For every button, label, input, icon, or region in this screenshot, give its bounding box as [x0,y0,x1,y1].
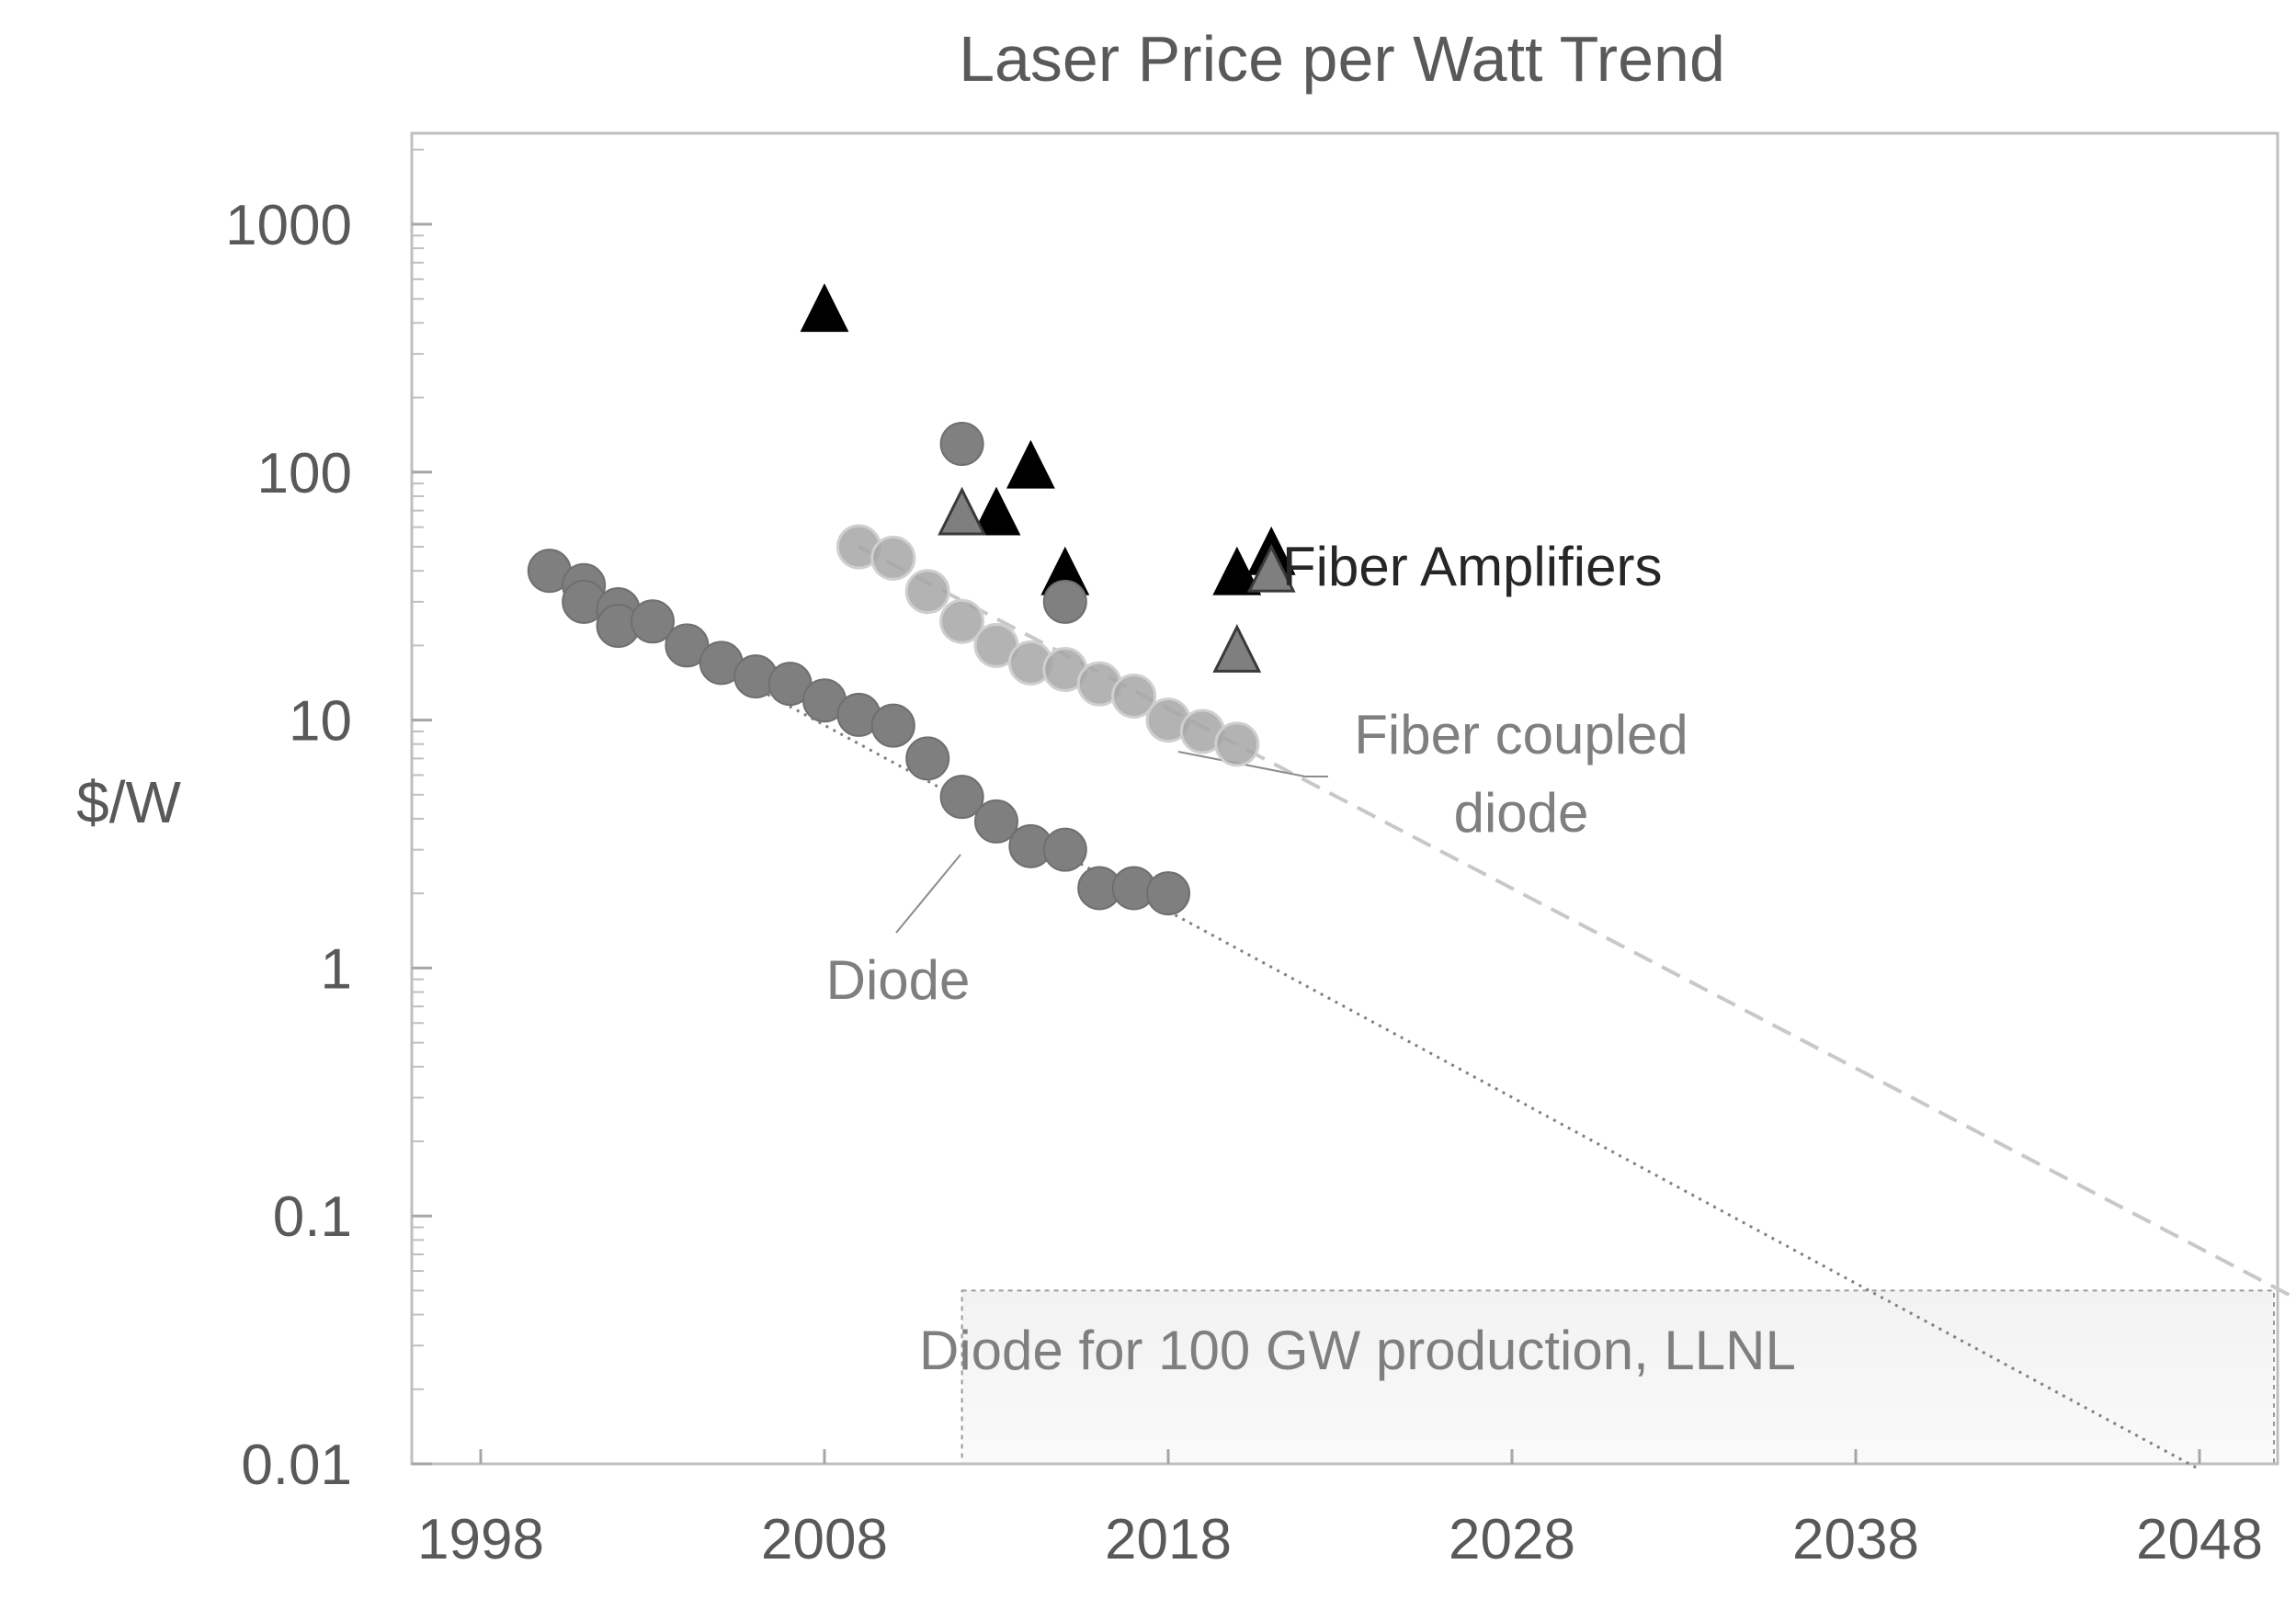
x-tick-label: 2018 [1105,1508,1232,1571]
fiber-amplifiers-gray-point [1246,543,1296,593]
target-box [960,1289,2275,1465]
x-tick-label: 1998 [417,1508,544,1571]
fiber-amplifiers-label: Fiber Amplifiers [1282,536,1662,597]
x-tick-label: 2028 [1449,1508,1575,1571]
fiber-amplifiers-circles-point [1042,579,1087,624]
trendlines [549,545,2296,1471]
x-tick-label: 2008 [761,1508,888,1571]
y-tick-label: 0.1 [273,1185,352,1249]
fiber-amplifiers-black-point [972,486,1021,536]
diode-leader [895,854,961,934]
fiber-amplifiers-black-point [1212,546,1262,595]
plot-frame [410,131,2279,1466]
fiber-coupled-diode-point [939,598,985,644]
fiber-amplifiers-black-point [800,283,849,333]
fiber-amplifiers-gray-point [938,486,987,536]
y-tick-label: 1 [321,937,352,1001]
diode-point [905,736,950,781]
diode-label: Diode [826,949,971,1011]
axis-ticks: 1000 100 10 1 0.1 0.01 1998 2008 2018 2028 2038 204… [225,148,2263,1571]
diode-point [1146,871,1190,916]
y-tick-label: 100 [257,442,352,505]
diode-point [974,799,1018,844]
fiber-coupled-leader [1177,751,1328,777]
plot-border [410,131,2279,1466]
fiber-coupled-diode-point [904,569,950,615]
y-axis-label: $/W [76,769,181,835]
y-tick-label: 0.01 [241,1434,352,1497]
fiber-coupled-trend-line [858,545,2296,1301]
diode-point [939,775,984,820]
x-tick-label: 2048 [2136,1508,2263,1571]
fiber-amplifiers-black-point [1006,439,1055,489]
fiber-coupled-label-line1: Fiber coupled [1354,704,1688,765]
diode-trend-line [549,574,2200,1471]
x-tick-label: 2038 [1792,1508,1919,1571]
diode-point [631,599,675,644]
y-tick-label: 10 [289,690,352,754]
fiber-amplifiers-circles-point [939,422,984,467]
fiber-coupled-diode-point [1214,721,1260,767]
diode-point [870,703,915,748]
chart-title: Laser Price per Watt Trend [959,23,1725,95]
target-region [960,1289,2275,1465]
y-tick-label: 1000 [225,194,352,257]
annotations: Fiber Amplifiers Fiber coupled diode Dio… [826,536,1796,1381]
data-points [527,283,1296,916]
fiber-coupled-label-line2: diode [1454,782,1589,844]
leader-lines [895,751,1328,934]
target-box-label: Diode for 100 GW production, LLNL [919,1320,1796,1381]
diode-point [1042,827,1087,872]
fiber-coupled-diode-point [870,535,916,581]
fiber-amplifiers-gray-point [1212,624,1262,673]
fiber-coupled-diode-point [1111,673,1157,719]
